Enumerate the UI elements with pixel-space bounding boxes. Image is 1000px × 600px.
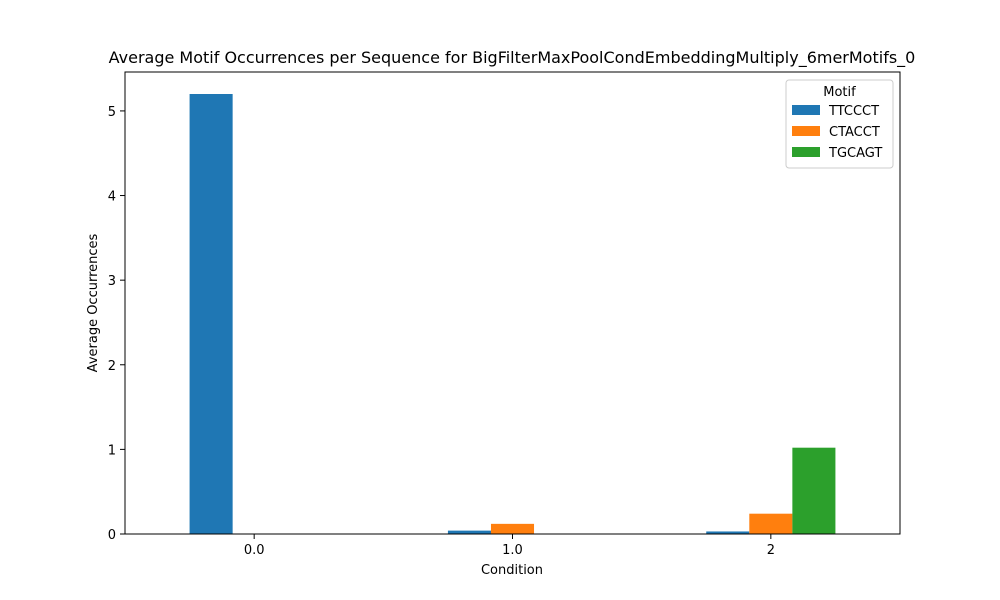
bars-group (189, 94, 836, 534)
y-axis-title: Average Occurrences (86, 233, 101, 372)
bar-ctacct-2 (749, 513, 793, 534)
legend-swatch-ctacct (792, 126, 820, 136)
legend-box (785, 79, 894, 169)
legend-label-tgcagt: TGCAGT (828, 146, 882, 161)
x-tick-label-2: 2 (767, 543, 775, 558)
x-tick-label-0: 0.0 (244, 543, 265, 558)
legend-swatch-ttccct (792, 105, 820, 115)
bar-ctacct-1 (490, 523, 535, 534)
axes-group: 0.0 1.0 2 0 1 2 3 4 5 (108, 71, 901, 558)
bar-tgcagt-2 (792, 447, 836, 534)
bar-ttccct-1 (447, 530, 491, 534)
x-axis-title: Condition (481, 563, 543, 578)
y-tick-label-2: 2 (108, 359, 116, 374)
legend-label-ctacct: CTACCT (829, 125, 880, 140)
y-tick-label-1: 1 (108, 443, 116, 458)
legend-label-ttccct: TTCCCT (828, 104, 879, 119)
y-tick-label-3: 3 (108, 274, 116, 289)
y-tick-label-4: 4 (108, 190, 116, 205)
bar-ttccct-0 (189, 94, 233, 534)
legend-title: Motif (823, 85, 856, 100)
y-tick-label-5: 5 (108, 105, 116, 120)
legend: Motif TTCCCT CTACCT TGCAGT (785, 79, 894, 169)
bar-ttccct-2 (706, 531, 750, 534)
chart-title: Average Motif Occurrences per Sequence f… (109, 48, 916, 68)
x-tick-label-1: 1.0 (502, 543, 523, 558)
legend-swatch-tgcagt (792, 147, 820, 157)
y-tick-label-0: 0 (108, 528, 116, 543)
